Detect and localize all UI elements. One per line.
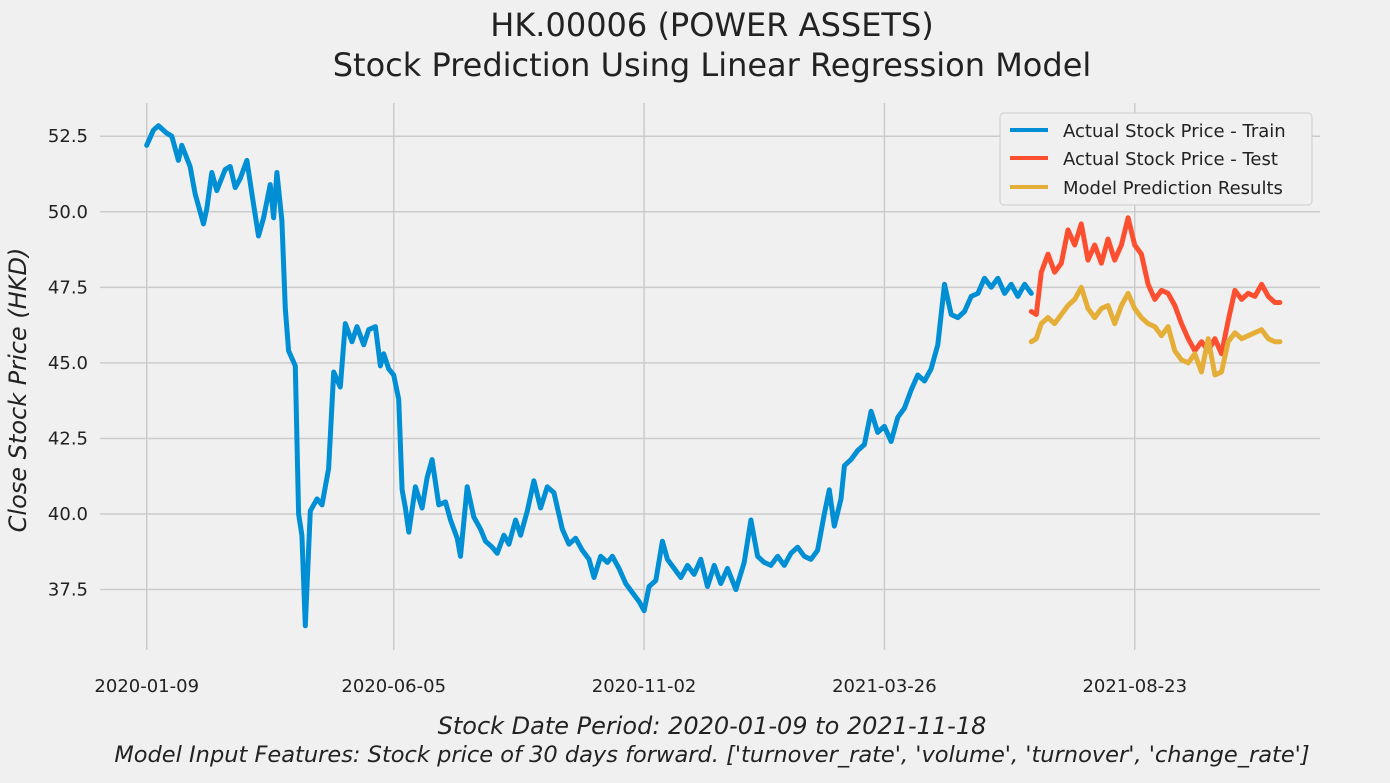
x-tick-label: 2021-03-26 bbox=[832, 676, 937, 697]
y-tick-label: 50.0 bbox=[48, 202, 88, 223]
x-tick-label: 2020-06-05 bbox=[341, 676, 446, 697]
legend-label-test: Actual Stock Price - Test bbox=[1063, 149, 1278, 170]
y-tick-label: 47.5 bbox=[48, 277, 88, 298]
x-tick-label: 2020-11-02 bbox=[592, 676, 697, 697]
y-tick-label: 52.5 bbox=[48, 126, 88, 147]
y-tick-label: 40.0 bbox=[48, 504, 88, 525]
legend-label-prediction: Model Prediction Results bbox=[1063, 178, 1283, 199]
chart-title-line2: Stock Prediction Using Linear Regression… bbox=[333, 46, 1092, 84]
series-line-prediction bbox=[1028, 284, 1283, 378]
x-axis-label-line1: Stock Date Period: 2020-01-09 to 2021-11… bbox=[438, 712, 987, 740]
legend-box bbox=[999, 112, 1313, 206]
y-tick-label: 42.5 bbox=[48, 428, 88, 449]
legend-label-train: Actual Stock Price - Train bbox=[1063, 121, 1286, 142]
legend: Actual Stock Price - Train Actual Stock … bbox=[999, 112, 1313, 206]
y-axis-label: Close Stock Price (HKD) bbox=[4, 248, 32, 533]
x-tick-label: 2021-08-23 bbox=[1082, 676, 1187, 697]
y-tick-label: 45.0 bbox=[48, 353, 88, 374]
y-axis-ticks: 37.5 40.0 42.5 45.0 47.5 50.0 52.5 bbox=[48, 126, 88, 600]
series-lines bbox=[144, 123, 1283, 629]
chart-title-line1: HK.00006 (POWER ASSETS) bbox=[490, 6, 934, 44]
x-axis-ticks: 2020-01-09 2020-06-05 2020-11-02 2021-03-26… bbox=[94, 676, 1187, 697]
series-line-train bbox=[144, 123, 1034, 629]
x-tick-label: 2020-01-09 bbox=[94, 676, 199, 697]
series-line-test bbox=[1028, 215, 1283, 357]
y-tick-label: 37.5 bbox=[48, 580, 88, 601]
x-axis-label-line2: Model Input Features: Stock price of 30 … bbox=[114, 742, 1309, 768]
